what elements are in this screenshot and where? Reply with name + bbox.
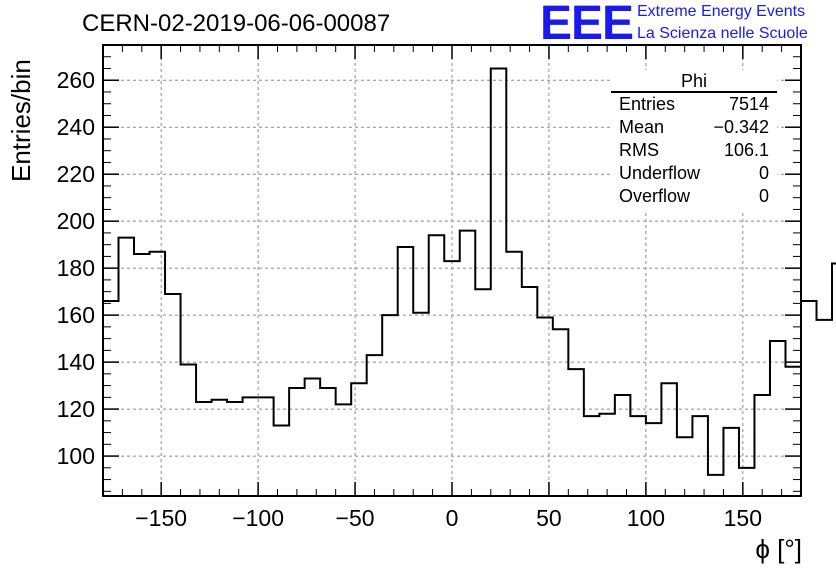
stats-row-value: 106.1 xyxy=(724,140,769,160)
stats-box-background xyxy=(611,70,777,210)
x-tick-label: −50 xyxy=(336,505,375,531)
stats-row-value: 0 xyxy=(759,163,769,183)
x-axis-label: ϕ [°] xyxy=(755,534,802,564)
x-tick-label: 150 xyxy=(724,505,762,531)
y-axis-label: Entries/bin xyxy=(6,59,36,182)
run-title: CERN-02-2019-06-06-00087 xyxy=(82,10,391,37)
stats-row-label: RMS xyxy=(619,140,659,160)
y-tick-label: 100 xyxy=(57,443,95,469)
y-tick-label: 120 xyxy=(57,396,95,422)
stats-row-label: Mean xyxy=(619,117,664,137)
stats-row-value: −0.342 xyxy=(713,117,769,137)
y-tick-label: 260 xyxy=(57,67,95,93)
histogram-line xyxy=(102,67,836,496)
y-tick-label: 200 xyxy=(57,208,95,234)
x-tick-label: 50 xyxy=(536,505,562,531)
stats-row-label: Overflow xyxy=(619,186,691,206)
stats-row-value: 7514 xyxy=(729,94,769,114)
x-tick-label: 0 xyxy=(446,505,459,531)
grid-lines xyxy=(103,45,801,496)
y-tick-label: 160 xyxy=(57,302,95,328)
stats-box: Phi Entries 7514 Mean −0.342 RMS 106.1 Underflo… xyxy=(611,70,777,210)
tick-labels: −150 −100 −50 0 50 100 150 100 120 140 160 180 200 22… xyxy=(57,67,762,531)
axis-ticks xyxy=(103,45,801,496)
logo-line-2: La Scienza nelle Scuole xyxy=(637,25,808,42)
x-tick-label: −150 xyxy=(135,505,187,531)
logo-line-1: Extreme Energy Events xyxy=(637,3,806,20)
stats-box-title: Phi xyxy=(681,71,707,91)
y-tick-label: 240 xyxy=(57,114,95,140)
y-tick-label: 140 xyxy=(57,349,95,375)
eee-logo: EEE xyxy=(540,0,634,50)
stats-row-label: Underflow xyxy=(619,163,701,183)
y-tick-label: 180 xyxy=(57,255,95,281)
stats-row-label: Entries xyxy=(619,94,675,114)
stats-row-value: 0 xyxy=(759,186,769,206)
y-tick-label: 220 xyxy=(57,161,95,187)
x-tick-label: 100 xyxy=(627,505,665,531)
x-tick-label: −100 xyxy=(232,505,284,531)
